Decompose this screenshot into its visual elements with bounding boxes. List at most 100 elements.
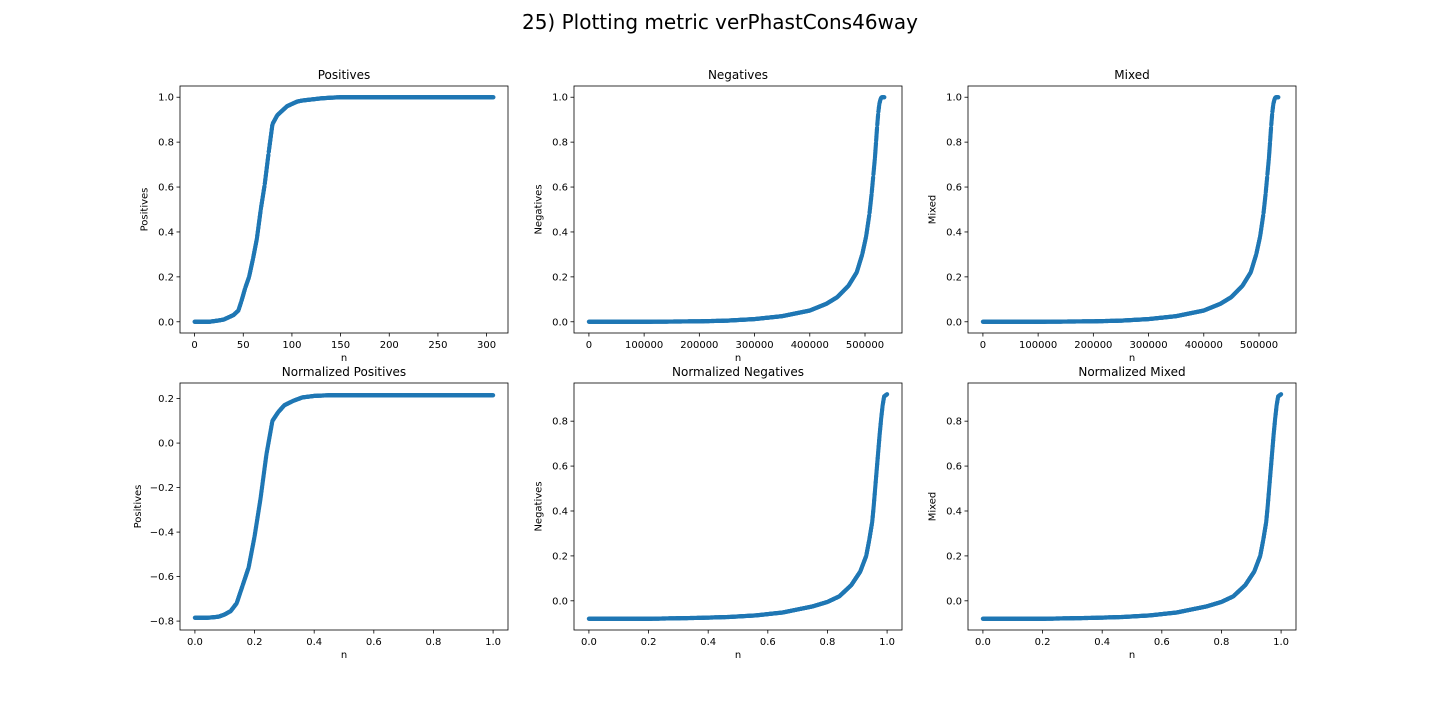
- y-tick-label: 0.8: [946, 138, 962, 149]
- x-tick-label: 0.8: [426, 637, 442, 648]
- y-axis-ticks: 0.00.20.40.60.81.0: [158, 93, 180, 328]
- y-tick-label: −0.8: [150, 617, 174, 628]
- data-point: [882, 95, 887, 100]
- data-point: [306, 394, 311, 399]
- subplot-title: Mixed: [1114, 68, 1149, 82]
- data-point: [281, 404, 286, 409]
- subplot-title: Negatives: [708, 68, 768, 82]
- x-tick-label: 0.0: [187, 637, 203, 648]
- subplot-title: Normalized Mixed: [1078, 365, 1185, 379]
- x-tick-label: 100000: [625, 340, 663, 351]
- data-point: [766, 315, 771, 320]
- y-tick-label: 0.2: [946, 272, 962, 283]
- y-tick-label: 1.0: [552, 93, 568, 104]
- data-point: [883, 393, 888, 398]
- scatter-points: [192, 95, 496, 324]
- data-point: [1214, 303, 1220, 308]
- y-tick-label: 0.8: [158, 138, 174, 149]
- subplot-title: Normalized Positives: [282, 365, 406, 379]
- x-tick-label: 300000: [735, 340, 773, 351]
- data-point: [800, 309, 805, 315]
- y-tick-label: 0.0: [552, 596, 568, 607]
- y-tick-label: 0.2: [946, 551, 962, 562]
- x-tick-label: 500000: [1240, 340, 1278, 351]
- data-point: [844, 285, 850, 290]
- x-tick-label: 0.0: [581, 637, 597, 648]
- y-axis-label: Mixed: [927, 492, 938, 522]
- x-tick-label: 100: [282, 340, 301, 351]
- y-tick-label: 0.0: [158, 439, 174, 450]
- x-tick-label: 0.4: [1094, 637, 1110, 648]
- data-point: [1194, 309, 1199, 315]
- data-point: [1160, 315, 1165, 320]
- axes-frame: [179, 85, 509, 334]
- y-tick-label: −0.2: [150, 483, 174, 494]
- data-point: [288, 400, 293, 405]
- y-tick-label: 0.0: [946, 317, 962, 328]
- y-tick-label: 0.4: [158, 227, 174, 238]
- y-tick-label: 1.0: [158, 93, 174, 104]
- y-tick-label: 0.8: [946, 417, 962, 428]
- data-point: [219, 613, 224, 618]
- x-tick-label: 0: [586, 340, 592, 351]
- data-point: [786, 609, 791, 614]
- x-tick-label: 250: [428, 340, 447, 351]
- data-point: [283, 105, 288, 110]
- data-point: [878, 96, 884, 101]
- y-tick-label: 0.4: [946, 227, 962, 238]
- x-tick-label: 500000: [846, 340, 884, 351]
- x-tick-label: 300000: [1129, 340, 1167, 351]
- data-point: [1134, 614, 1139, 619]
- data-point: [767, 611, 772, 617]
- data-point: [814, 305, 819, 310]
- data-point: [1272, 96, 1278, 101]
- x-axis-label: n: [341, 650, 347, 661]
- x-tick-label: 0.6: [366, 637, 382, 648]
- x-tick-label: 1.0: [879, 637, 895, 648]
- data-point: [804, 605, 809, 610]
- y-tick-label: 0.6: [552, 183, 568, 194]
- y-axis-label: Mixed: [927, 195, 938, 225]
- y-tick-label: 0.4: [552, 227, 568, 238]
- data-point: [224, 316, 229, 321]
- x-tick-label: 0.4: [700, 637, 716, 648]
- x-tick-label: 0.4: [306, 637, 322, 648]
- x-tick-label: 0.8: [820, 637, 836, 648]
- x-tick-label: 0: [191, 340, 197, 351]
- x-tick-label: 0: [980, 340, 986, 351]
- x-axis-label: n: [1129, 650, 1135, 661]
- x-axis-label: n: [341, 353, 347, 364]
- data-point: [234, 309, 239, 315]
- y-tick-label: 0.6: [946, 462, 962, 473]
- data-point: [820, 303, 826, 308]
- x-axis-label: n: [735, 650, 741, 661]
- x-tick-label: 200000: [680, 340, 718, 351]
- y-tick-label: 0.6: [552, 462, 568, 473]
- data-point: [786, 312, 792, 317]
- y-tick-label: −0.6: [150, 572, 174, 583]
- x-tick-label: 200000: [1074, 340, 1112, 351]
- data-point: [793, 311, 799, 316]
- data-point: [274, 114, 279, 119]
- data-point: [490, 393, 496, 398]
- axes-frame: [573, 85, 903, 334]
- subplot-negatives: 0 100000 200000 300000 400000 5000000.00.20.4…: [533, 68, 903, 364]
- x-tick-label: 0.8: [1214, 637, 1230, 648]
- x-tick-label: 400000: [791, 340, 829, 351]
- y-tick-label: 1.0: [946, 93, 962, 104]
- y-axis-label: Negatives: [533, 481, 544, 531]
- x-tick-label: 1.0: [1273, 637, 1289, 648]
- data-point: [811, 307, 816, 312]
- x-tick-label: 50: [237, 340, 250, 351]
- data-point: [292, 100, 297, 105]
- data-point: [297, 396, 302, 401]
- x-tick-label: 400000: [1185, 340, 1223, 351]
- data-point: [1192, 606, 1197, 611]
- data-point: [1228, 595, 1233, 600]
- y-tick-label: 0.0: [158, 317, 174, 328]
- x-tick-label: 0.2: [1035, 637, 1051, 648]
- x-tick-label: 0.0: [975, 637, 991, 648]
- subplot-title: Positives: [318, 68, 371, 82]
- x-tick-label: 0.2: [641, 637, 657, 648]
